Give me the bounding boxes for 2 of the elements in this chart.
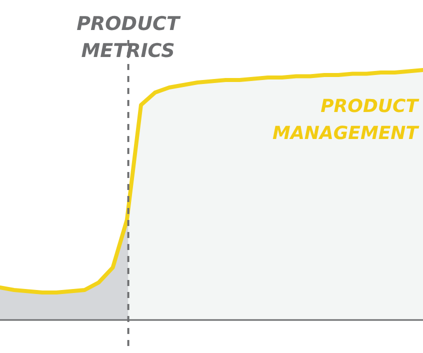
annotation: PRODUCT MANAGEMENT	[272, 96, 420, 144]
text: PRODUCT METRICS	[76, 13, 182, 62]
